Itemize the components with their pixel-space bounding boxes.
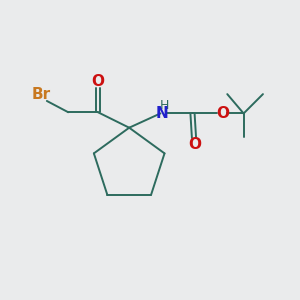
Text: N: N: [155, 106, 168, 121]
Text: H: H: [159, 99, 169, 112]
Text: O: O: [216, 106, 229, 121]
Text: O: O: [92, 74, 104, 89]
Text: Br: Br: [32, 87, 51, 102]
Text: O: O: [188, 137, 201, 152]
